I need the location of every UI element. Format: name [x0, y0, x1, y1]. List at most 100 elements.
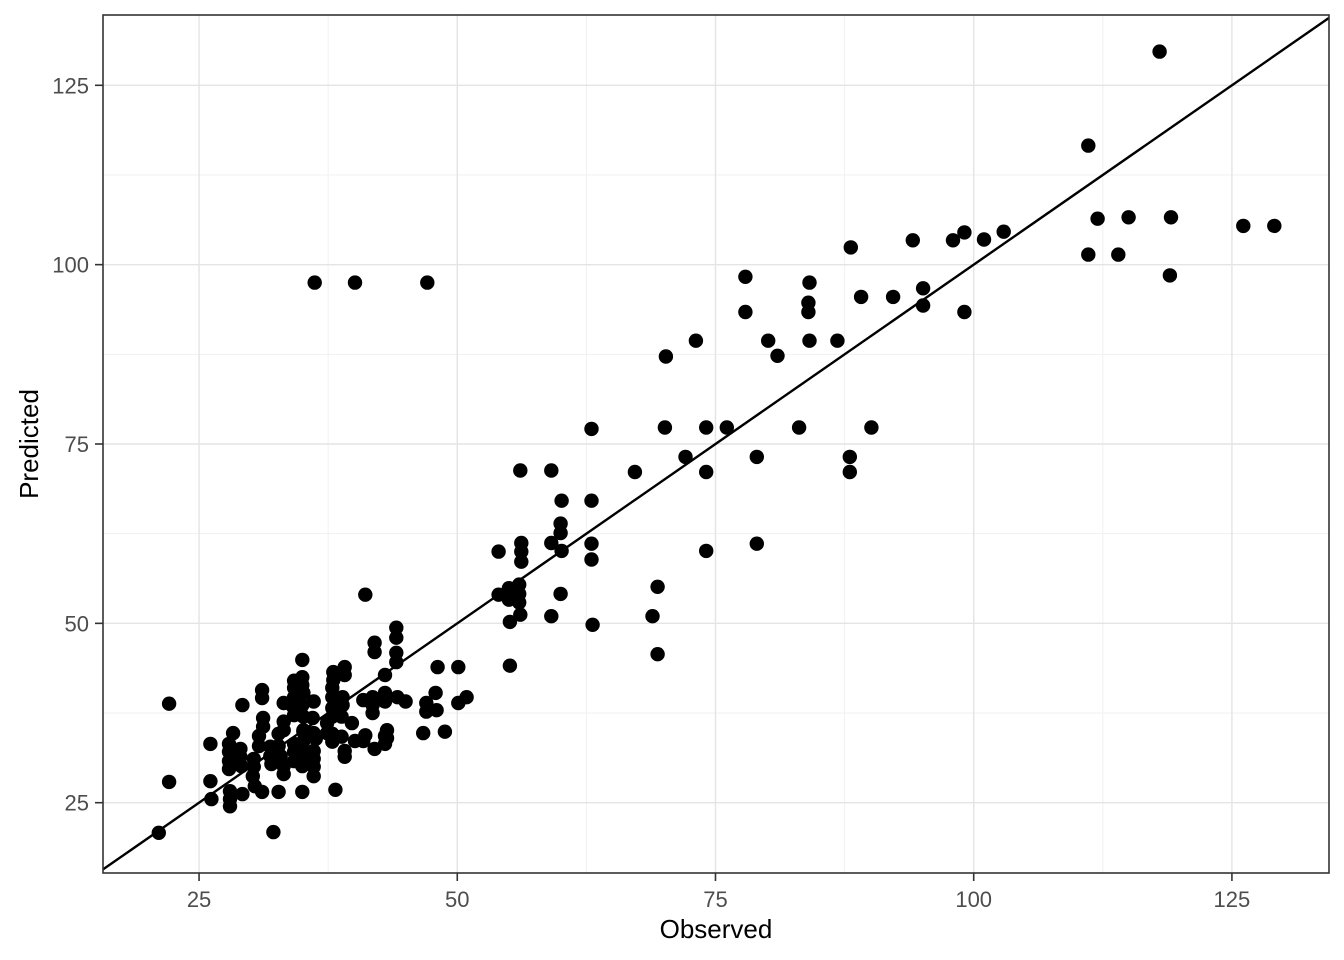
y-axis-tick-label: 125	[52, 73, 89, 98]
data-point	[658, 349, 674, 364]
data-point	[514, 544, 529, 559]
data-point	[254, 784, 270, 800]
data-point	[719, 420, 734, 435]
data-point	[337, 667, 352, 683]
data-point	[584, 536, 599, 551]
data-point	[306, 694, 321, 709]
data-point	[738, 304, 753, 320]
data-point	[347, 275, 363, 290]
data-point	[1090, 211, 1105, 226]
x-axis-tick-label: 75	[703, 887, 727, 912]
data-point	[235, 697, 250, 713]
data-point	[389, 630, 404, 645]
data-point	[678, 449, 693, 465]
data-point	[842, 464, 857, 480]
data-point	[544, 463, 559, 478]
data-point	[502, 658, 518, 673]
data-point	[334, 709, 349, 724]
x-axis-tick-label: 25	[187, 887, 211, 912]
data-point	[161, 696, 177, 711]
data-point	[853, 289, 869, 305]
data-point	[328, 782, 343, 797]
data-point	[276, 766, 291, 782]
data-point	[365, 705, 380, 721]
data-point	[699, 543, 714, 559]
y-axis-tick-label: 100	[52, 253, 89, 278]
data-point	[584, 421, 599, 437]
data-point	[645, 609, 660, 624]
y-axis-title: Predicted	[14, 389, 44, 499]
data-point	[1081, 247, 1096, 262]
data-point	[235, 786, 250, 802]
data-point	[377, 667, 393, 683]
data-point	[905, 233, 920, 248]
data-point	[389, 620, 404, 635]
x-axis-tick-label: 125	[1214, 887, 1251, 912]
data-point	[1111, 247, 1126, 262]
data-point	[1267, 218, 1282, 234]
data-point	[699, 464, 714, 480]
data-point	[255, 719, 271, 734]
data-point	[584, 552, 599, 567]
y-axis-tick-label: 50	[65, 611, 89, 636]
data-point	[885, 289, 901, 305]
data-point	[459, 690, 474, 705]
data-point	[830, 333, 845, 348]
data-point	[221, 761, 237, 777]
data-point	[650, 579, 665, 594]
data-point	[295, 758, 310, 774]
data-point	[266, 824, 281, 840]
data-point	[308, 731, 323, 746]
data-point	[1162, 268, 1178, 283]
data-point	[749, 536, 764, 551]
data-point	[957, 304, 972, 320]
data-point	[204, 791, 219, 807]
data-point	[749, 449, 764, 465]
data-point	[842, 449, 857, 465]
data-point	[451, 659, 466, 675]
data-point	[430, 659, 445, 675]
data-point	[657, 420, 673, 435]
y-axis-tick-label: 75	[65, 432, 89, 457]
data-point	[296, 685, 311, 701]
data-point	[203, 736, 218, 752]
data-point	[203, 774, 218, 789]
data-point	[699, 420, 714, 435]
data-point	[377, 694, 393, 709]
data-point	[957, 225, 972, 240]
data-point	[554, 493, 569, 508]
data-point	[688, 333, 704, 348]
data-point	[416, 725, 431, 741]
x-axis-title: Observed	[660, 914, 773, 944]
data-point	[761, 333, 776, 348]
data-point	[650, 647, 665, 662]
data-point	[358, 728, 373, 743]
data-point	[915, 281, 931, 296]
data-point	[429, 703, 444, 718]
data-point	[915, 298, 931, 313]
data-point	[225, 725, 241, 741]
data-point	[514, 554, 529, 569]
data-point	[802, 333, 817, 348]
data-point	[398, 694, 413, 709]
data-point	[945, 233, 961, 248]
data-point	[585, 617, 600, 632]
data-point	[996, 224, 1011, 239]
data-point	[367, 644, 382, 660]
y-axis-tick-label: 25	[65, 791, 89, 816]
data-point	[437, 724, 453, 739]
data-point	[222, 799, 238, 814]
data-point	[802, 275, 817, 290]
data-point	[738, 269, 753, 284]
data-point	[584, 493, 599, 508]
data-point	[1152, 44, 1167, 59]
data-point	[379, 730, 395, 746]
x-axis-tick-label: 50	[445, 887, 469, 912]
data-point	[358, 587, 373, 602]
data-point	[801, 304, 816, 320]
data-point	[325, 690, 340, 705]
data-point	[326, 672, 341, 688]
data-point	[307, 275, 322, 290]
